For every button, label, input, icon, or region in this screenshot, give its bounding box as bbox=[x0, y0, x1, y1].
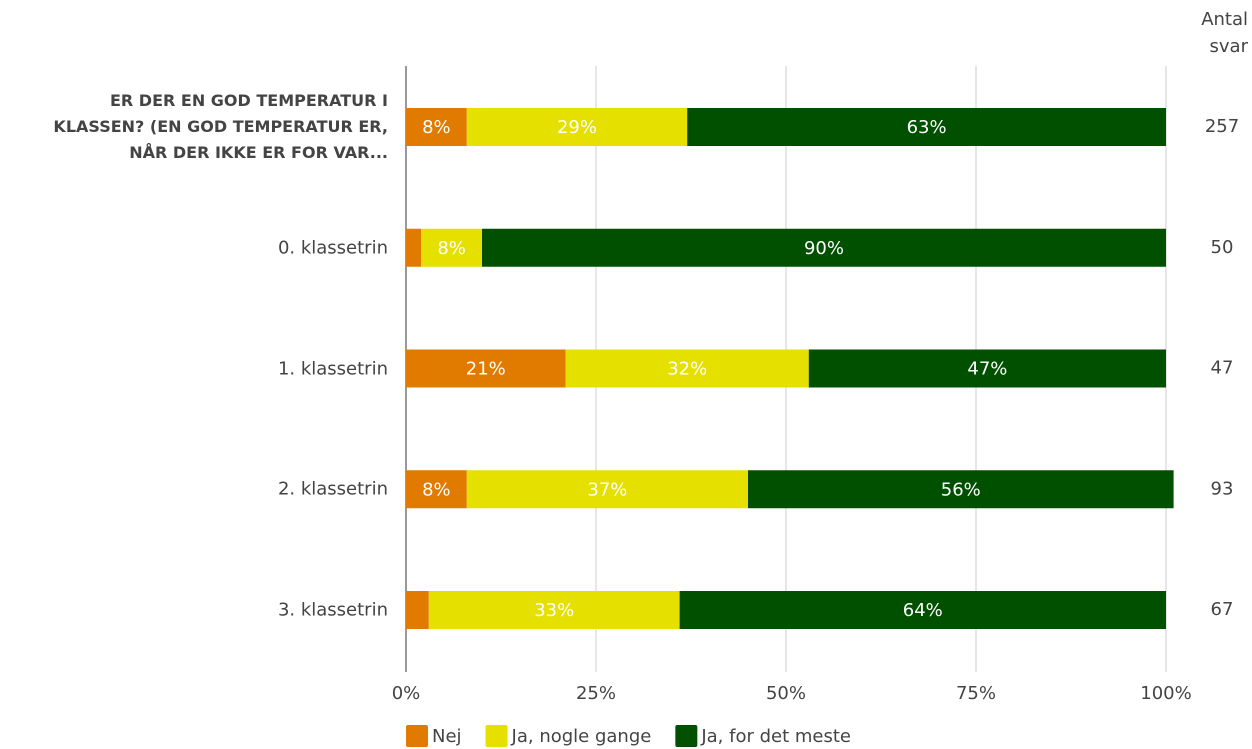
data-label: 90% bbox=[804, 238, 844, 259]
legend-swatch bbox=[406, 725, 428, 747]
data-label: 29% bbox=[557, 117, 597, 138]
x-tick-label: 25% bbox=[576, 683, 616, 704]
bar-segment bbox=[406, 228, 422, 267]
data-label: 32% bbox=[667, 359, 707, 380]
legend-swatch bbox=[675, 725, 698, 747]
data-label: 56% bbox=[941, 479, 981, 500]
legend-label: Ja, nogle gange bbox=[511, 726, 652, 747]
data-label: 47% bbox=[967, 359, 1007, 380]
bar-segment bbox=[466, 108, 688, 146]
bar-segment bbox=[406, 349, 566, 388]
count-label: 47 bbox=[1211, 358, 1234, 379]
x-tick-label: 100% bbox=[1140, 683, 1191, 704]
bar-segment bbox=[565, 349, 809, 388]
x-tick-label: 75% bbox=[956, 683, 996, 704]
counts-title: Antal svar bbox=[1201, 9, 1248, 57]
count-label: 93 bbox=[1211, 478, 1234, 499]
category-label: ER DER EN GOD TEMPERATUR I KLASSEN? (EN … bbox=[53, 91, 388, 162]
bar-segment bbox=[679, 591, 1166, 629]
legend-label: Nej bbox=[432, 726, 462, 747]
data-label: 64% bbox=[903, 600, 943, 621]
data-label: 63% bbox=[907, 117, 947, 138]
bar-segment bbox=[748, 470, 1174, 509]
category-label: 3. klassetrin bbox=[277, 599, 388, 621]
bar-segment bbox=[687, 108, 1166, 146]
bar-segment bbox=[428, 591, 680, 629]
bar-segment bbox=[808, 349, 1166, 388]
category-label: 1. klassetrin bbox=[277, 358, 388, 379]
bar-segment bbox=[482, 228, 1166, 267]
legend-swatch bbox=[485, 725, 508, 747]
data-label: 8% bbox=[422, 117, 451, 138]
data-label: 33% bbox=[534, 600, 574, 621]
bar-segment bbox=[406, 591, 429, 629]
legend-label: Ja, for det meste bbox=[700, 726, 851, 747]
count-label: 257 bbox=[1205, 116, 1239, 137]
bar-segment bbox=[406, 108, 467, 146]
bar-segment bbox=[421, 228, 482, 267]
bar-segment bbox=[466, 470, 748, 509]
count-label: 67 bbox=[1211, 599, 1234, 620]
data-label: 8% bbox=[422, 479, 451, 500]
category-label: 2. klassetrin bbox=[277, 478, 388, 500]
data-label: 37% bbox=[587, 479, 627, 500]
bar-segment bbox=[406, 470, 467, 509]
data-label: 21% bbox=[466, 359, 506, 380]
x-tick-label: 50% bbox=[766, 683, 806, 704]
category-label: 0. klassetrin bbox=[277, 237, 388, 259]
x-tick-label: 0% bbox=[392, 683, 421, 704]
count-label: 50 bbox=[1211, 237, 1234, 258]
data-label: 8% bbox=[437, 238, 466, 259]
